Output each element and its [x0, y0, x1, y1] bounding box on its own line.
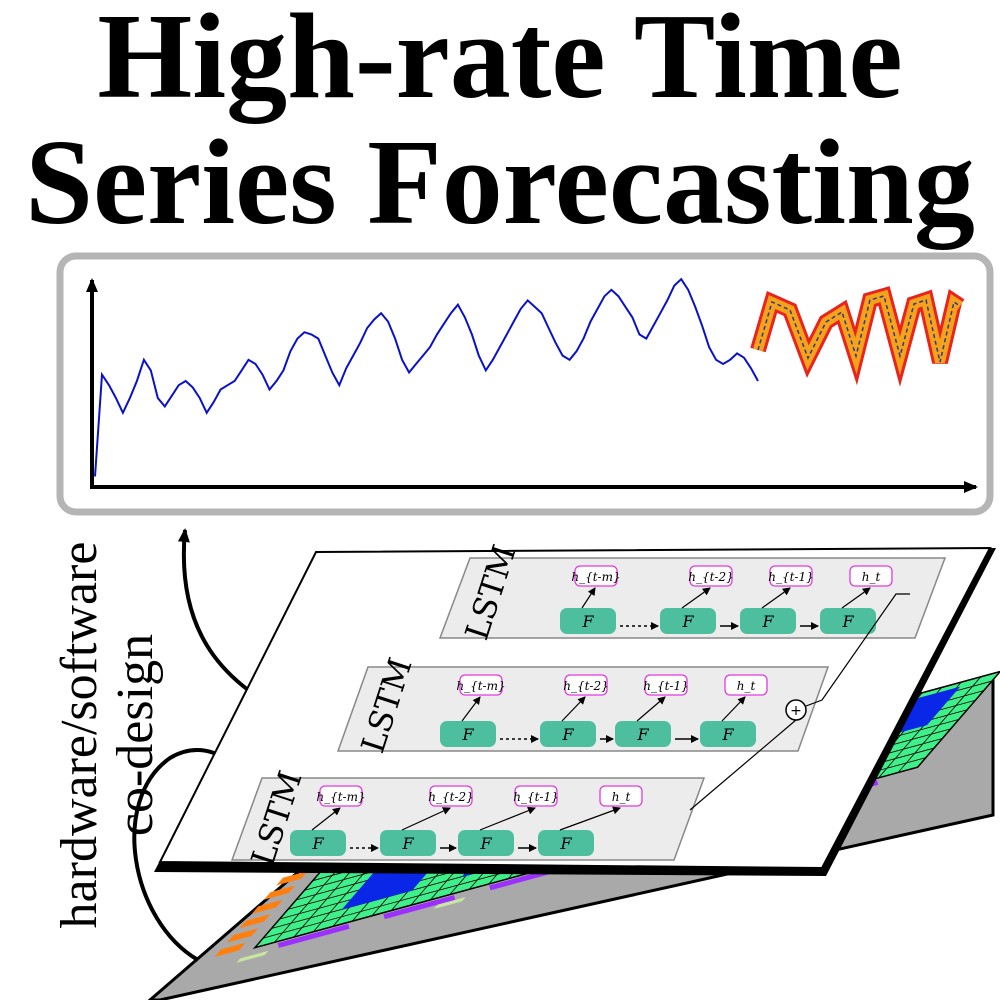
lstm-cell — [538, 830, 594, 856]
output-link — [401, 807, 451, 831]
hidden-state-box — [689, 565, 733, 587]
output-link — [479, 806, 536, 831]
hidden-state-label: h_{t-m} — [316, 790, 365, 804]
lstm-cell — [458, 830, 514, 856]
io-pad — [276, 871, 308, 886]
hidden-state-box — [599, 785, 643, 807]
lstm-cell — [660, 608, 716, 634]
lstm-cell — [440, 721, 496, 747]
hidden-state-label: h_{t-1} — [768, 570, 814, 584]
lstm-cell-label: F — [559, 834, 572, 853]
lstm-cell-label: F — [401, 834, 414, 853]
history-series-line — [94, 277, 759, 477]
lstm-cell-label: F — [636, 725, 649, 744]
lstm-cell-label: F — [761, 612, 774, 631]
output-link — [681, 587, 711, 609]
hidden-state-label: h_t — [612, 790, 631, 804]
lstm-cell-label: F — [561, 725, 574, 744]
hidden-state-box — [459, 674, 503, 696]
io-pad — [251, 899, 283, 915]
skip-connection — [689, 719, 797, 811]
lstm-cell-label: F — [841, 612, 854, 631]
chip-pad — [433, 896, 466, 910]
output-link — [559, 806, 621, 831]
hidden-state-label: h_t — [737, 679, 756, 693]
time-series-panel — [56, 252, 994, 516]
io-pad — [214, 942, 246, 957]
skip-connection — [805, 593, 910, 707]
hidden-state-box — [319, 785, 363, 807]
hidden-state-label: h_{t-2} — [688, 570, 734, 584]
lstm-cell-label: F — [461, 725, 474, 744]
hidden-state-label: h_{t-m} — [571, 570, 620, 584]
output-link — [761, 587, 791, 609]
side-label-line-2: co-design — [107, 633, 164, 837]
lstm-cell-label: F — [479, 834, 492, 853]
hidden-state-label: h_{t-1} — [643, 679, 689, 693]
lstm-cell — [540, 721, 596, 747]
bus-line — [277, 923, 350, 948]
lstm-cell — [380, 830, 436, 856]
hidden-state-label: h_{t-m} — [456, 679, 505, 693]
hidden-state-label: h_{t-2} — [428, 790, 474, 804]
lstm-cell-label: F — [311, 834, 324, 853]
hidden-state-label: h_t — [862, 570, 881, 584]
hidden-state-box — [564, 674, 608, 696]
side-label-line-1: hardware/software — [51, 541, 108, 929]
hidden-state-label: h_{t-2} — [563, 679, 609, 693]
output-link — [461, 696, 481, 722]
lstm-cell — [700, 721, 756, 747]
output-link — [841, 587, 871, 609]
output-link — [561, 696, 586, 722]
lstm-cell — [560, 608, 616, 634]
chip-pad — [236, 950, 269, 963]
output-link — [721, 696, 746, 722]
output-link — [311, 807, 341, 831]
lstm-cell-label: F — [681, 612, 694, 631]
lstm-cell — [820, 608, 876, 634]
lstm-cell — [740, 608, 796, 634]
hidden-state-box — [769, 565, 813, 587]
forecast-line — [757, 295, 961, 363]
hidden-state-box — [644, 674, 688, 696]
title-line-1: High-rate Time — [97, 0, 903, 124]
lstm-cell-label: F — [581, 612, 594, 631]
lstm-cell-label: F — [721, 725, 734, 744]
output-link — [581, 587, 596, 609]
lstm-cell — [615, 721, 671, 747]
hidden-state-box — [574, 565, 618, 587]
hidden-state-box — [849, 565, 893, 587]
io-pad — [263, 885, 296, 900]
hidden-state-box — [429, 785, 473, 807]
lstm-cell — [290, 830, 346, 856]
page-title: High-rate Time Series Forecasting — [0, 0, 1000, 246]
output-link — [636, 696, 666, 722]
hidden-state-box — [724, 674, 768, 696]
hidden-state-label: h_{t-1} — [513, 790, 559, 804]
io-pad — [226, 928, 259, 943]
sum-symbol: + — [790, 703, 802, 719]
bus-line — [383, 895, 456, 920]
side-label-text: hardware/software co-design — [51, 480, 164, 990]
hidden-state-box — [514, 785, 558, 807]
title-line-2: Series Forecasting — [25, 115, 975, 250]
panel-frame — [56, 252, 994, 516]
io-pad — [239, 913, 271, 929]
